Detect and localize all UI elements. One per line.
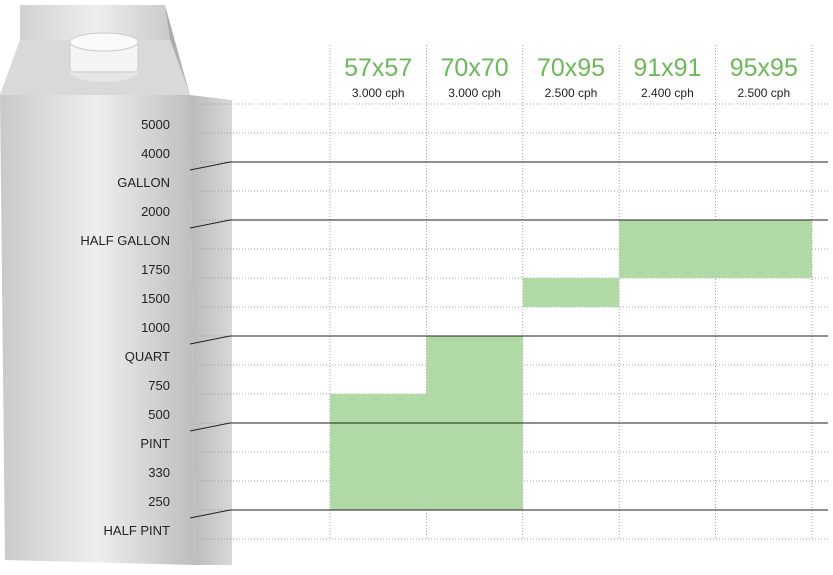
labels: 5000 4000 GALLON 2000 HALF GALLON 1750 1500 100… [80,54,797,538]
column-rate: 2.500 cph [545,86,598,100]
row-label: HALF GALLON [80,233,170,248]
separator [189,219,231,229]
range-block [619,220,716,278]
row-label: 2000 [141,204,170,219]
carton [0,5,232,565]
row-label: 750 [148,378,170,393]
row-label: 330 [148,465,170,480]
lines [189,161,828,519]
column-title: 70x70 [441,54,509,82]
row-label: 5000 [141,117,170,132]
range-block [330,394,427,510]
column-title: 91x91 [633,54,701,82]
separator [189,422,231,432]
row-label: 500 [148,407,170,422]
column-rate: 3.000 cph [448,86,501,100]
row-label: 4000 [141,146,170,161]
column-rate: 2.400 cph [641,86,694,100]
row-label: 1000 [141,320,170,335]
separator [189,335,231,345]
cap-top [69,32,139,52]
column-title: 95x95 [730,54,798,82]
blocks [330,220,812,510]
row-label: PINT [140,436,170,451]
row-label: 250 [148,494,170,509]
carton-side [165,5,232,565]
row-label: HALF PINT [104,523,171,538]
range-block [522,278,620,307]
column-rate: 3.000 cph [352,86,405,100]
row-label: QUART [125,349,170,364]
separator [189,509,231,519]
row-label: 1500 [141,291,170,306]
range-block [715,220,812,278]
separator [189,161,231,171]
row-label: 1750 [141,262,170,277]
column-title: 70x95 [537,54,605,82]
carton-body [0,5,195,565]
row-label: GALLON [117,175,170,190]
column-title: 57x57 [344,54,412,82]
column-rate: 2.500 cph [737,86,790,100]
